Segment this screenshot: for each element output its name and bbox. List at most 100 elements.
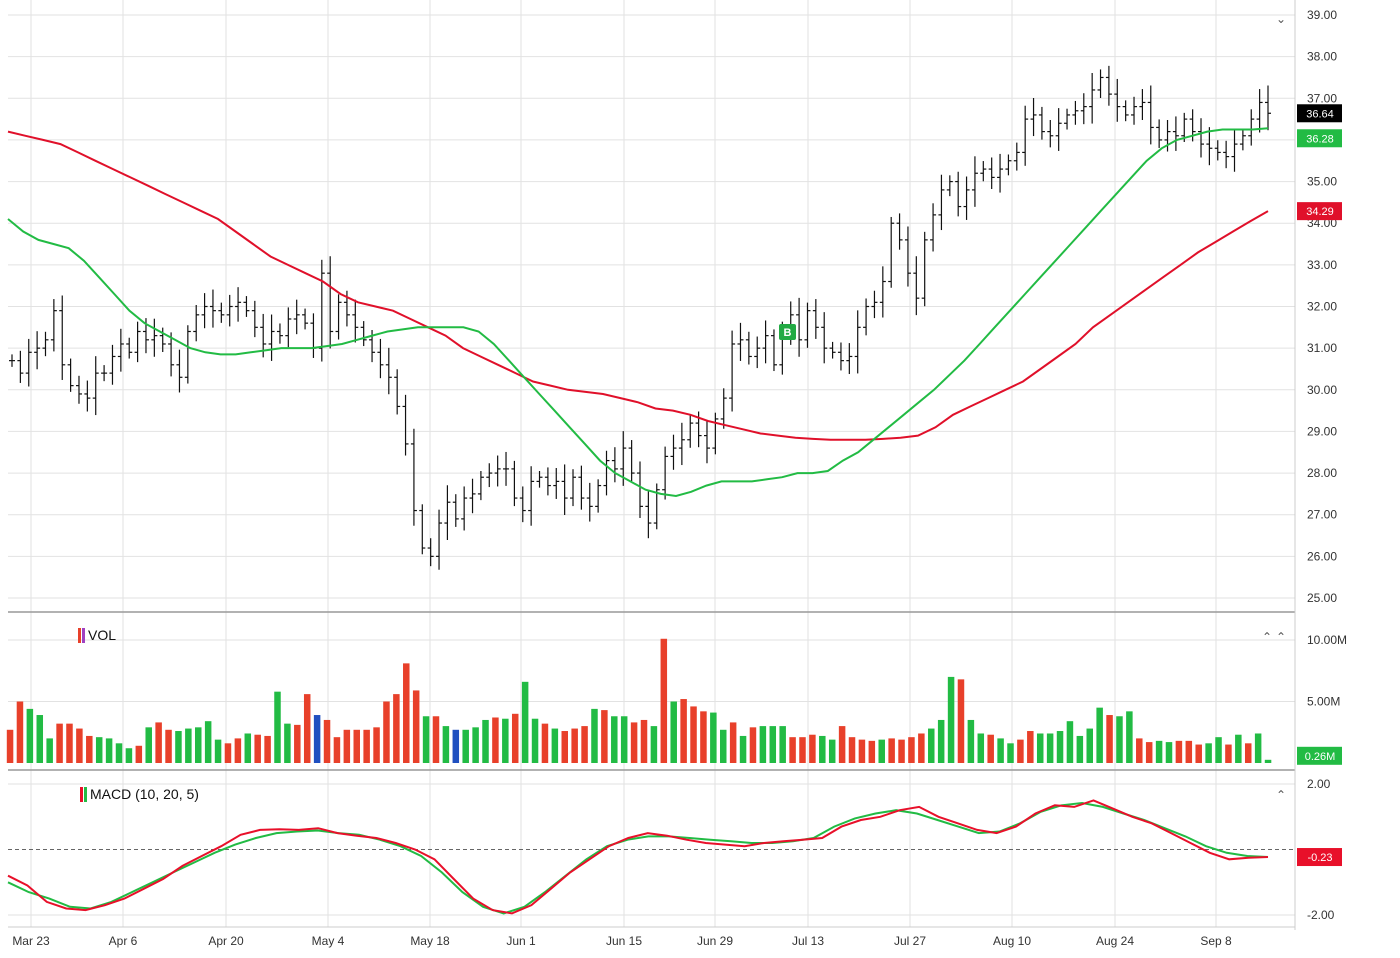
x-tick-label: Aug 24 (1096, 934, 1134, 948)
volume-bar (799, 737, 806, 763)
expand-up-icon[interactable]: ⌃ (1262, 630, 1273, 644)
volume-bar (502, 718, 509, 763)
x-tick-label: Apr 20 (208, 934, 244, 948)
volume-bar (1145, 742, 1153, 763)
ohlc-bar (251, 300, 258, 338)
ohlc-bar (1147, 85, 1154, 145)
ohlc-bar (946, 175, 953, 197)
ohlc-bar (494, 455, 501, 487)
ohlc-bar (101, 365, 108, 382)
ohlc-bar (1256, 89, 1263, 133)
expand-up-icon-2[interactable]: ⌃ (1276, 630, 1287, 644)
volume-bar (1086, 728, 1094, 763)
ohlc-bar (226, 294, 233, 327)
volume-bar (898, 739, 905, 763)
ohlc-bar (486, 463, 493, 488)
ohlc-bar (394, 369, 401, 415)
price-tick-label: 28.00 (1307, 466, 1337, 480)
ma-fast-line (7, 127, 1269, 498)
ohlc-bar (1172, 116, 1179, 151)
last-volume-tag: 0.26M (1297, 746, 1342, 765)
volume-bar (1106, 715, 1113, 763)
ohlc-bar (754, 336, 761, 369)
volume-bar (1076, 735, 1084, 763)
volume-bar (145, 727, 152, 763)
ohlc-bar (980, 161, 987, 182)
volume-tick-label: 10.00M (1307, 633, 1347, 647)
volume-bar (1116, 716, 1123, 763)
ohlc-bar (536, 470, 543, 488)
last-macd-tag-bg (1297, 848, 1342, 867)
volume-bar (264, 735, 271, 763)
volume-bar (1056, 731, 1064, 763)
volume-bar (1235, 734, 1242, 763)
ohlc-bar (913, 256, 920, 316)
ohlc-bar (50, 299, 57, 352)
collapse-price-icon[interactable]: ⌄ (1276, 12, 1287, 26)
volume-bar (1096, 707, 1103, 763)
ma-slow-tag-text: 34.29 (1306, 206, 1334, 218)
volume-bar (561, 731, 569, 763)
volume-bar (66, 723, 73, 763)
price-tick-label: 26.00 (1307, 549, 1337, 563)
volume-bar (1027, 731, 1034, 763)
ohlc-bar (1005, 154, 1012, 176)
volume-bar (244, 733, 252, 763)
volume-bar (739, 735, 747, 763)
volume-bar (660, 638, 668, 763)
volume-bar (690, 706, 697, 763)
volume-bar (195, 727, 202, 763)
macd-expand-icon[interactable]: ⌃ (1276, 788, 1287, 802)
volume-bar (1205, 743, 1212, 763)
ohlc-bar (335, 294, 342, 340)
ohlc-bar (720, 388, 727, 429)
volume-bar (442, 726, 450, 763)
ohlc-bar (1013, 142, 1020, 171)
ohlc-bar (477, 470, 484, 501)
ohlc-bar (151, 318, 158, 357)
volume-bar (601, 710, 608, 763)
buy-signal-box (779, 324, 796, 340)
volume-bar (214, 739, 222, 763)
ohlc-bar (419, 504, 426, 555)
ohlc-bar (410, 428, 417, 526)
ohlc-bar (561, 464, 568, 516)
volume-bar (918, 733, 925, 763)
last-macd-tag: -0.23 (1297, 848, 1342, 867)
ohlc-bar (92, 356, 99, 416)
macd-title: MACD (10, 20, 5) (80, 786, 199, 802)
volume-bar (254, 734, 261, 763)
volume-bar (531, 718, 539, 763)
ohlc-bar (770, 329, 777, 372)
volume-bar (888, 738, 895, 763)
price-tick-label: 27.00 (1307, 508, 1337, 522)
ohlc-bar (896, 213, 903, 250)
volume-bar (1136, 738, 1143, 763)
volume-bar (46, 738, 53, 763)
ohlc-bar (988, 157, 995, 190)
ohlc-bar (168, 332, 175, 377)
ohlc-bar (126, 337, 133, 359)
ohlc-bar (837, 342, 844, 371)
volume-bar (710, 712, 717, 763)
volume-bar (1254, 733, 1262, 763)
ma-slow-tag-bg (1297, 202, 1342, 221)
ohlc-bar (1022, 105, 1029, 166)
ma-slow-tag: 34.29 (1297, 202, 1342, 221)
volume-bar (967, 719, 975, 763)
ohlc-bar (285, 307, 292, 348)
ohlc-bar (628, 440, 635, 482)
x-tick-label: May 18 (410, 934, 450, 948)
ohlc-bar (804, 302, 811, 348)
ohlc-bar (519, 486, 526, 523)
buy-signal-label: B (784, 327, 792, 339)
volume-bar (105, 738, 113, 763)
ohlc-bar (402, 394, 409, 456)
ohlc-bar (645, 491, 652, 539)
volume-bar (274, 691, 281, 763)
ohlc-bar (1214, 140, 1221, 161)
ohlc-bar (1064, 108, 1071, 130)
last-volume-tag-bg (1297, 746, 1342, 765)
ohlc-bar (1038, 106, 1045, 140)
